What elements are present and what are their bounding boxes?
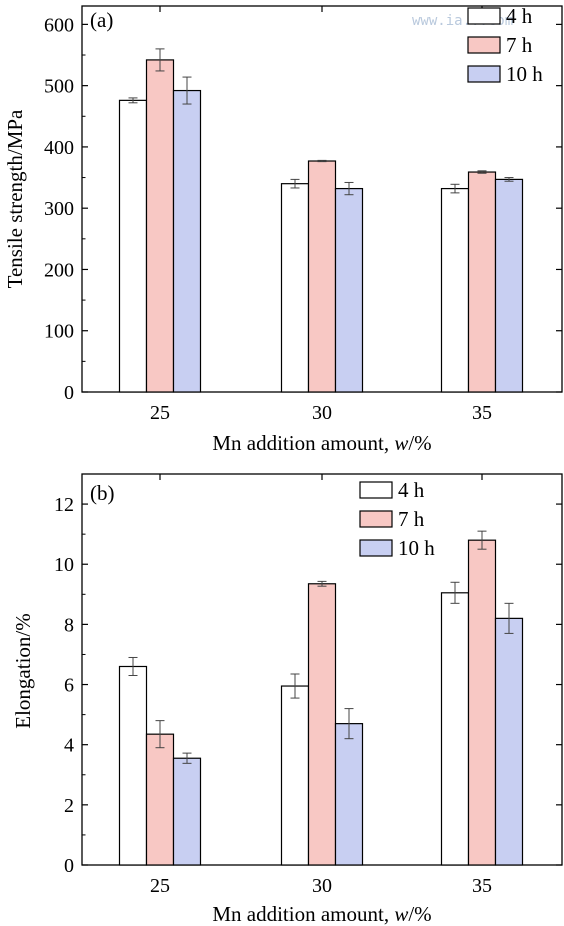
errorbar-a-4h-35 — [450, 183, 460, 194]
y-axis-title-b: Elongation/% — [11, 613, 35, 728]
errorbar-b-7h-25 — [155, 720, 165, 749]
errorbar-b-7h-35 — [477, 530, 487, 550]
x-tick-label-b-1: 30 — [312, 875, 332, 897]
bar-b-7h-35 — [467, 539, 497, 866]
errorbar-a-7h-35 — [477, 170, 487, 174]
legend-a: 4 h 7 h 10 h — [467, 4, 543, 86]
errorbar-a-4h-25 — [128, 97, 138, 104]
y-tick-label-a-1: 100 — [44, 321, 74, 343]
y-tick-label-a-3: 300 — [44, 198, 74, 220]
y-tick-label-a-4: 400 — [44, 137, 74, 159]
errorbar-a-10h-30 — [344, 181, 354, 196]
bar-a-10h-30 — [334, 187, 364, 393]
legend-swatch-a-7h — [467, 36, 501, 54]
x-axis-title-a-unit: /% — [408, 431, 431, 455]
panel-label-b: (b) — [90, 481, 115, 505]
errorbar-b-4h-25 — [128, 656, 138, 677]
errorbar-a-7h-30 — [317, 159, 327, 163]
legend-swatch-a-4h — [467, 7, 501, 25]
y-tick-label-a-6: 600 — [44, 14, 74, 36]
y-tick-label-a-0: 0 — [64, 382, 74, 404]
errorbar-b-10h-30 — [344, 708, 354, 740]
bar-b-10h-30 — [334, 723, 364, 866]
bar-a-4h-30 — [280, 183, 310, 393]
legend-swatch-b-10h — [359, 539, 393, 557]
legend-swatch-b-7h — [359, 510, 393, 528]
legend-label-b-7h: 7 h — [398, 507, 425, 531]
bar-a-7h-25 — [145, 59, 175, 393]
x-tick-label-b-0: 25 — [150, 875, 170, 897]
x-axis-title-a-var: w — [394, 431, 408, 455]
y-axis-title-a: Tensile strength/MPa — [3, 109, 27, 288]
legend-label-b-4h: 4 h — [398, 478, 425, 502]
legend-label-b-10h: 10 h — [398, 536, 435, 560]
errorbar-a-4h-30 — [290, 178, 300, 189]
bar-a-7h-35 — [467, 171, 497, 393]
y-tick-label-b-6: 12 — [54, 494, 74, 516]
bar-b-4h-25 — [118, 665, 148, 866]
legend-swatch-a-10h — [467, 65, 501, 83]
x-tick-label-a-1: 30 — [312, 402, 332, 424]
bar-a-4h-25 — [118, 99, 148, 393]
y-tick-label-a-5: 500 — [44, 76, 74, 98]
bar-b-4h-35 — [440, 592, 470, 866]
y-tick-label-b-1: 2 — [64, 795, 74, 817]
legend-label-a-10h: 10 h — [506, 62, 543, 86]
bar-a-4h-35 — [440, 187, 470, 393]
y-tick-label-b-2: 4 — [64, 735, 74, 757]
y-tick-label-b-4: 8 — [64, 614, 74, 636]
x-tick-label-a-2: 35 — [472, 402, 492, 424]
errorbar-b-4h-30 — [290, 673, 300, 699]
errorbar-a-10h-25 — [182, 76, 192, 105]
y-tick-label-b-3: 6 — [64, 675, 74, 697]
y-tick-label-b-0: 0 — [64, 855, 74, 877]
bar-b-7h-30 — [307, 583, 337, 866]
errorbar-a-7h-25 — [155, 48, 165, 72]
x-axis-title-b-unit: /% — [408, 902, 431, 926]
x-axis-title-b: Mn addition amount, w/% — [212, 902, 431, 926]
x-axis-title-b-var: w — [394, 902, 408, 926]
errorbar-b-10h-25 — [182, 752, 192, 764]
legend-label-a-7h: 7 h — [506, 33, 533, 57]
panel-label-a: (a) — [90, 8, 113, 32]
panel-b: (b) 0 2 4 6 8 10 12 25 30 35 4 h 7 h 10 h Elongatio… — [11, 473, 563, 926]
legend-swatch-b-4h — [359, 481, 393, 499]
x-tick-label-a-0: 25 — [150, 402, 170, 424]
bar-a-7h-30 — [307, 160, 337, 393]
x-axis-title-b-main: Mn addition amount, — [212, 902, 394, 926]
x-axis-title-a-main: Mn addition amount, — [212, 431, 394, 455]
bar-b-4h-30 — [280, 685, 310, 866]
y-tick-label-a-2: 200 — [44, 259, 74, 281]
errorbar-a-10h-35 — [504, 177, 514, 182]
bar-b-7h-25 — [145, 733, 175, 866]
errorbar-b-10h-35 — [504, 602, 514, 634]
y-tick-label-b-5: 10 — [54, 554, 74, 576]
legend-label-a-4h: 4 h — [506, 4, 533, 28]
bar-a-10h-25 — [172, 89, 202, 393]
x-tick-label-b-2: 35 — [472, 875, 492, 897]
x-axis-title-a: Mn addition amount, w/% — [212, 431, 431, 455]
bar-a-10h-35 — [494, 178, 524, 393]
errorbar-b-4h-35 — [450, 581, 460, 604]
bar-b-10h-25 — [172, 757, 202, 866]
legend-b: 4 h 7 h 10 h — [359, 478, 435, 560]
errorbar-b-7h-30 — [317, 580, 327, 587]
bar-b-10h-35 — [494, 617, 524, 866]
